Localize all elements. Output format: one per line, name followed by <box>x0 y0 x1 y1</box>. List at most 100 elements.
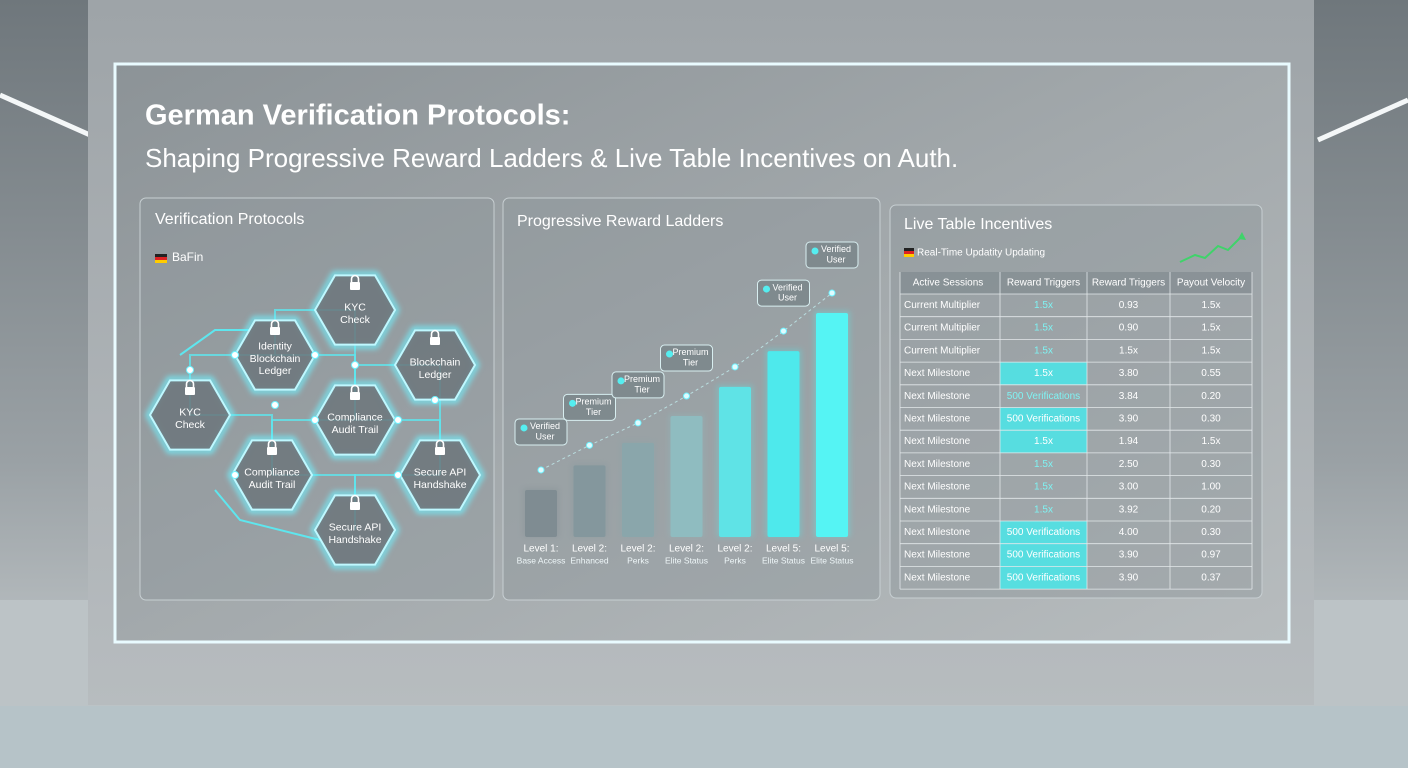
bar <box>767 351 800 537</box>
content: KYCCheckIdentityBlockchainLedgerBlockcha… <box>145 241 1253 590</box>
cell: 0.20 <box>1201 391 1221 402</box>
cell: Current Multiplier <box>904 300 981 311</box>
flag <box>904 251 914 254</box>
cell: 1.5x <box>1034 482 1053 493</box>
bar <box>816 313 848 537</box>
subtitle: Shaping Progressive Reward Ladders & Liv… <box>145 143 958 173</box>
cell: 0.30 <box>1201 459 1221 470</box>
cell: 3.80 <box>1119 368 1139 379</box>
lock-shackle <box>185 379 195 387</box>
lock-shackle <box>270 319 280 327</box>
cell: Next Milestone <box>904 436 971 447</box>
hexagon <box>313 274 397 346</box>
cell: Current Multiplier <box>904 345 981 356</box>
cell: 1.00 <box>1201 482 1221 493</box>
x-tick-label: Level 2: <box>717 544 752 555</box>
column-header: Payout Velocity <box>1177 278 1245 289</box>
node-label: KYC <box>344 302 366 314</box>
tier-label: User <box>535 432 554 442</box>
x-tick-sublabel: Elite Status <box>762 555 805 565</box>
hexagon <box>313 494 397 566</box>
bar <box>622 442 654 537</box>
tier-label: Premium <box>624 374 660 384</box>
tier-tag <box>563 393 616 421</box>
node-label: Compliance <box>327 412 383 424</box>
lock-icon <box>430 337 440 345</box>
ceiling-light <box>0 92 92 138</box>
cell: 1.5x <box>1034 436 1053 447</box>
lock-shackle <box>350 494 360 502</box>
x-tick-sublabel: Perks <box>724 555 746 565</box>
progress-dot <box>828 289 836 297</box>
cell: 3.84 <box>1119 391 1139 402</box>
node-label: Secure API <box>329 522 382 534</box>
hexagon-glow <box>145 376 235 454</box>
cell: 1.5x <box>1202 436 1221 447</box>
node-label: Blockchain <box>250 353 301 365</box>
x-tick-label: Level 2: <box>572 544 607 555</box>
node-label: Audit Trail <box>249 479 296 491</box>
cell: 0.30 <box>1201 413 1221 424</box>
bar <box>719 386 751 537</box>
tier-label: Tier <box>634 384 649 394</box>
progress-dot <box>731 363 739 371</box>
column-header: Reward Triggers <box>1007 278 1080 289</box>
highlight-cell <box>1000 566 1087 590</box>
hexagon-glow <box>310 491 400 569</box>
panel-title: Verification Protocols <box>155 211 304 228</box>
tier-tag <box>514 418 568 446</box>
lock-icon <box>267 447 277 455</box>
panel-title: Progressive Reward Ladders <box>517 213 723 230</box>
node-label: Handshake <box>328 534 381 546</box>
tier-dot <box>569 399 576 407</box>
cell: 3.90 <box>1119 572 1139 583</box>
lock-shackle <box>435 439 445 447</box>
lock-icon <box>350 392 360 400</box>
tier-tag <box>611 371 665 399</box>
x-tick-sublabel: Base Access <box>517 555 566 565</box>
highlight-cell <box>1000 430 1087 453</box>
x-tick-label: Level 2: <box>669 544 704 555</box>
cell: 3.92 <box>1119 504 1139 515</box>
x-tick-label: Level 1: <box>523 544 558 555</box>
lock-shackle <box>430 329 440 337</box>
cell: 500 Verifications <box>1007 527 1080 538</box>
highlight-cell <box>1000 521 1087 544</box>
flag <box>155 254 167 257</box>
node-label: Ledger <box>259 365 292 377</box>
panel-title: Live Table Incentives <box>904 216 1052 233</box>
cell: 1.94 <box>1119 436 1139 447</box>
tier-label: Tier <box>683 358 698 368</box>
hexagon-glow <box>227 436 317 514</box>
node-dot <box>394 416 402 424</box>
cell: 0.93 <box>1119 300 1139 311</box>
cell: 0.20 <box>1201 504 1221 515</box>
node-label: Ledger <box>419 369 452 381</box>
cell: Next Milestone <box>904 527 971 538</box>
tier-label: User <box>778 293 797 303</box>
cell: 500 Verifications <box>1007 391 1080 402</box>
tier-label: User <box>826 255 845 265</box>
badge: BaFin <box>172 250 203 264</box>
cell: 2.50 <box>1119 459 1139 470</box>
bar <box>525 489 557 537</box>
node-label: Compliance <box>244 467 300 479</box>
tier-dot <box>617 377 625 385</box>
node-label: Identity <box>258 341 293 353</box>
x-tick-sublabel: Perks <box>627 555 649 565</box>
cell: 1.5x <box>1034 368 1053 379</box>
bar <box>670 416 703 537</box>
node-label: Check <box>340 314 371 326</box>
flag <box>904 248 914 251</box>
node-label: Audit Trail <box>332 424 379 436</box>
cell: 3.00 <box>1119 482 1139 493</box>
trend-arrow <box>1238 232 1246 240</box>
cell: 0.90 <box>1119 323 1139 334</box>
verification-panel <box>139 197 495 601</box>
tier-tag <box>660 344 713 372</box>
bar <box>573 465 606 537</box>
hexagon <box>148 379 232 451</box>
tier-label: Verified <box>530 421 560 431</box>
cell: 500 Verifications <box>1007 572 1080 583</box>
